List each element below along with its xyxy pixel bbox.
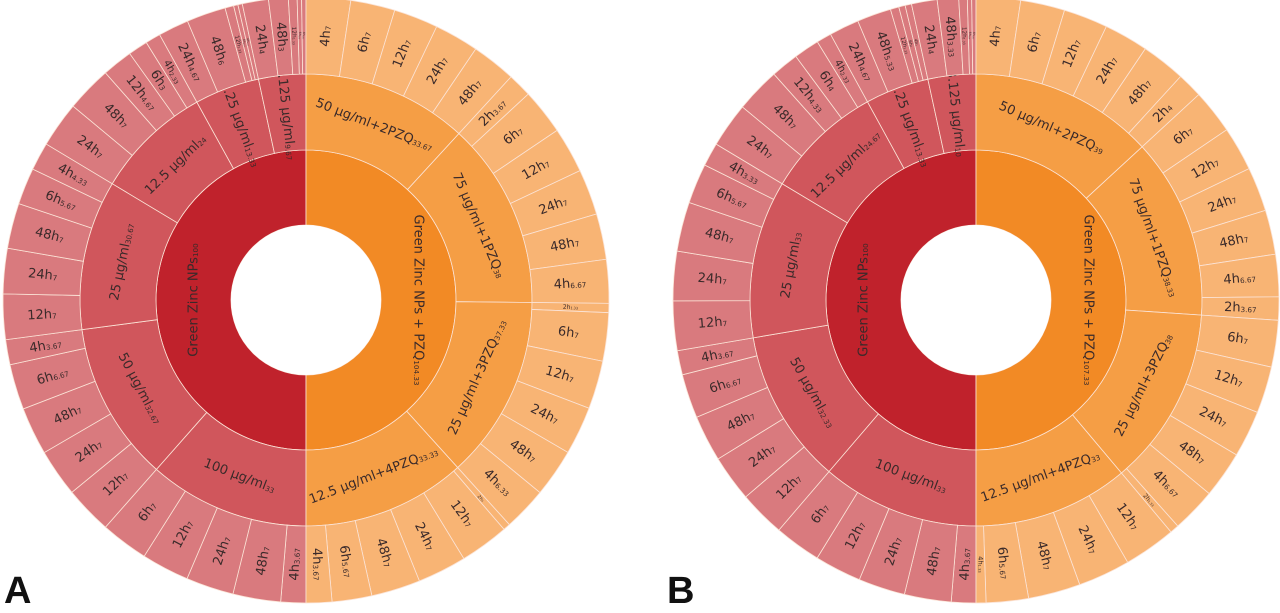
- time-label: 4h0.67: [246, 38, 252, 46]
- time-label: 4h0.67: [972, 32, 976, 40]
- time-label: 48h7: [34, 224, 66, 246]
- time-label: 4h2.33: [832, 58, 854, 85]
- treatment-label: Green Zinc NPs + PZQ107.33: [1081, 215, 1096, 386]
- time-label: 12h7: [1212, 367, 1244, 390]
- time-label: 24h7: [882, 535, 905, 568]
- time-label: 6h5.67: [43, 188, 79, 214]
- time-label: 48h3: [273, 21, 291, 52]
- time-label: 12h1.33: [899, 36, 910, 55]
- time-label: 24h4: [921, 24, 941, 56]
- time-label: 6h5.67: [994, 546, 1012, 580]
- time-label: 4h7: [317, 25, 334, 47]
- time-label: 6h7: [1025, 30, 1044, 54]
- time-label: 48h7: [924, 545, 943, 576]
- time-label: 4h3.67: [309, 548, 325, 581]
- time-label: 24h7: [210, 534, 234, 567]
- time-label: 4h7: [987, 25, 1004, 47]
- treatment-label: Green Zinc NPs100: [186, 243, 201, 357]
- time-label: 12h1.33: [290, 27, 297, 45]
- treatment-label: Green Zinc NPs100: [856, 243, 871, 357]
- time-label: 12h7: [27, 306, 57, 323]
- time-label: 6h0.67: [968, 32, 972, 40]
- time-label: 4h6.67: [1223, 270, 1257, 288]
- time-label: 6h5.67: [714, 185, 750, 211]
- time-label: 4h1: [913, 38, 921, 47]
- time-label: 48h7: [373, 536, 396, 568]
- time-label: 6h0.67: [298, 32, 302, 40]
- time-label: 24h4: [252, 24, 272, 56]
- time-label: 48h3.33: [942, 16, 961, 58]
- panel-label-b: B: [667, 570, 695, 612]
- time-label: 4h3.67: [700, 344, 735, 365]
- time-label: 48h7: [1218, 230, 1250, 251]
- time-label: 6h6.67: [35, 364, 70, 388]
- time-label: 2h3.67: [1224, 299, 1257, 315]
- panel-label-a: A: [4, 570, 32, 612]
- time-label: 4h3.67: [287, 548, 303, 581]
- time-label: 6h1: [907, 40, 915, 49]
- time-label: 4h1.33: [976, 556, 984, 573]
- time-label: 2h1.33: [563, 304, 578, 311]
- time-label: 12h1.33: [961, 27, 968, 45]
- time-label: 48h7: [703, 225, 735, 247]
- ring-time-segment: [975, 525, 987, 604]
- time-label: 4h3.67: [28, 335, 63, 355]
- time-label: 4h0.67: [302, 32, 306, 40]
- time-label: 6h7: [355, 30, 374, 54]
- time-label: 6h7: [1226, 329, 1249, 347]
- ring-time-segment: [305, 524, 333, 604]
- time-label: 4h3.67: [957, 548, 973, 581]
- time-label: 12h1.33: [233, 35, 243, 54]
- time-label: 24h7: [27, 266, 58, 284]
- time-label: 12h7: [544, 363, 576, 386]
- time-label: 2h1: [476, 494, 486, 504]
- time-label: 6h7: [557, 324, 580, 341]
- time-label: 6h5.67: [336, 544, 356, 578]
- center-hole: [901, 225, 1051, 375]
- time-label: 48h7: [253, 545, 273, 576]
- time-label: 2h1.33: [1142, 493, 1156, 508]
- time-label: 48h7: [549, 234, 581, 255]
- treatment-label: Green Zinc NPs + PZQ104.33: [411, 215, 426, 386]
- time-label: 12h7: [697, 314, 728, 331]
- time-label: 6h0.67: [242, 39, 248, 47]
- time-label: 48h7: [1033, 539, 1055, 571]
- time-label: 24h7: [697, 270, 727, 287]
- time-label: 4h6.67: [553, 275, 586, 292]
- center-hole: [231, 225, 381, 375]
